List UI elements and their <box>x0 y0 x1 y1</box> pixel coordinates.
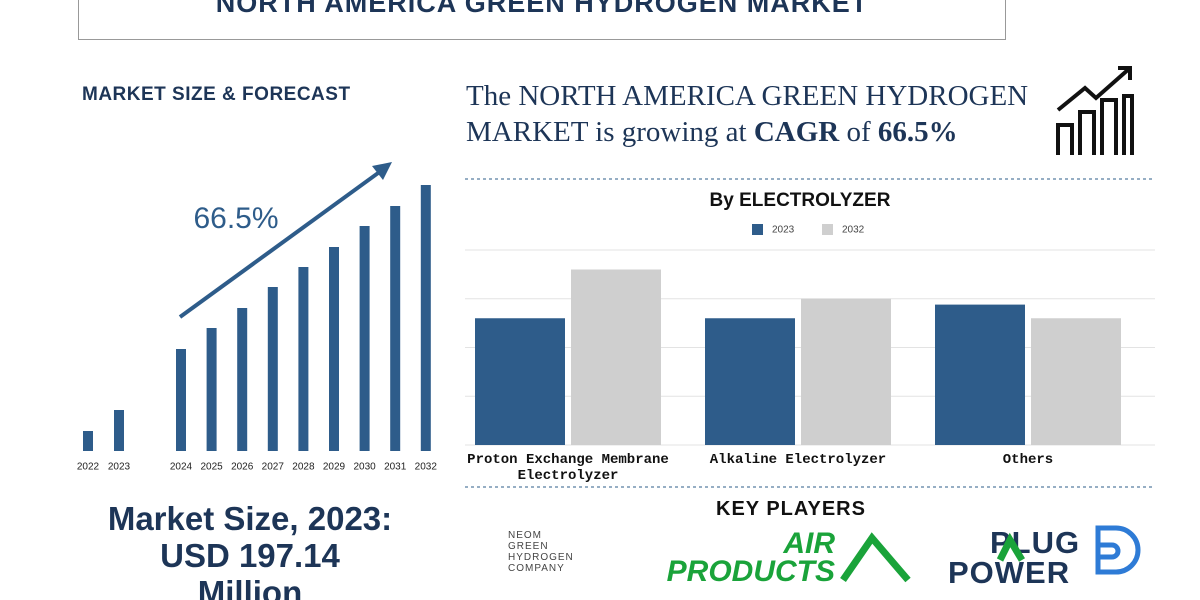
x-tick-label: Proton Exchange Membrane Electrolyzer <box>467 452 669 484</box>
cagr-value: 66.5% <box>877 116 958 148</box>
logo-text: HYDROGEN <box>508 552 574 563</box>
bar <box>83 431 93 451</box>
bar <box>935 304 1025 445</box>
logo-text: PRODUCTS <box>666 555 835 588</box>
x-tick-label: 2031 <box>384 462 407 473</box>
bar <box>206 328 217 451</box>
bar <box>359 226 370 451</box>
market-summary: Market Size, 2023: USD 197.14 Million <box>40 500 460 600</box>
bar <box>176 349 186 451</box>
growth-icon <box>1056 66 1134 155</box>
summary-line: Million <box>197 574 303 600</box>
header-box <box>78 0 1006 40</box>
arrow-head <box>372 162 392 180</box>
x-tick-label: 2022 <box>77 462 100 473</box>
bar <box>420 185 431 451</box>
logo-text: COMPANY <box>508 563 565 574</box>
bar <box>571 269 661 445</box>
x-tick-label: 2030 <box>353 462 376 473</box>
bar <box>475 318 565 445</box>
bar <box>1031 318 1121 445</box>
summary-line: USD 197.14 <box>160 537 340 574</box>
summary-line: Market Size, 2023: <box>107 500 393 537</box>
bar <box>705 318 795 445</box>
x-tick-label: 2027 <box>262 462 285 473</box>
legend-swatch <box>752 224 763 235</box>
neom-logo: NEOM GREEN HYDROGEN COMPANY <box>508 530 574 574</box>
logo-text: AIR <box>783 527 835 560</box>
bar <box>267 287 278 451</box>
bar <box>390 206 401 451</box>
x-tick-label: Others <box>1002 452 1054 468</box>
x-tick-label: 2029 <box>323 462 346 473</box>
bar <box>298 267 309 451</box>
bar <box>329 247 339 451</box>
cagr-lead: The NORTH AMERICA GREEN HYDROGEN MARKET … <box>466 80 1029 148</box>
cagr-statement: The NORTH AMERICA GREEN HYDROGEN MARKET … <box>466 78 1046 150</box>
x-tick-label: 2023 <box>108 462 131 473</box>
x-tick-label: Alkaline Electrolyzer <box>709 452 887 468</box>
logo-text: GREEN <box>508 541 549 552</box>
chart-title: By ELECTROLYZER <box>710 190 891 211</box>
cagr-annotation: 66.5% <box>193 202 278 235</box>
bar <box>237 308 248 451</box>
trend-arrow <box>178 166 387 319</box>
key-players-heading: KEY PLAYERS <box>716 498 866 520</box>
logo-text: NEOM <box>508 530 542 541</box>
air-logo-mark <box>840 532 1026 583</box>
cagr-middle: of <box>839 116 878 148</box>
legend-label: 2023 <box>772 225 795 236</box>
x-tick-label: 2025 <box>200 462 223 473</box>
header-title: NORTH AMERICA GREEN HYDROGEN MARKET <box>215 0 869 18</box>
logo-text: POWER <box>948 555 1071 590</box>
bar <box>114 410 124 451</box>
x-tick-label: 2026 <box>231 462 254 473</box>
cagr-emphasis: CAGR <box>753 116 840 148</box>
legend-swatch <box>822 224 833 235</box>
x-tick-label: 2024 <box>170 462 193 473</box>
legend-label: 2032 <box>842 225 865 236</box>
air-products-logo: AIR PRODUCTS <box>645 527 835 588</box>
x-tick-label: 2032 <box>415 462 438 473</box>
bar <box>801 298 891 445</box>
market-heading: MARKET SIZE & FORECAST <box>82 84 351 105</box>
x-tick-label: 2028 <box>292 462 315 473</box>
plug-logo-mark <box>1095 525 1141 575</box>
